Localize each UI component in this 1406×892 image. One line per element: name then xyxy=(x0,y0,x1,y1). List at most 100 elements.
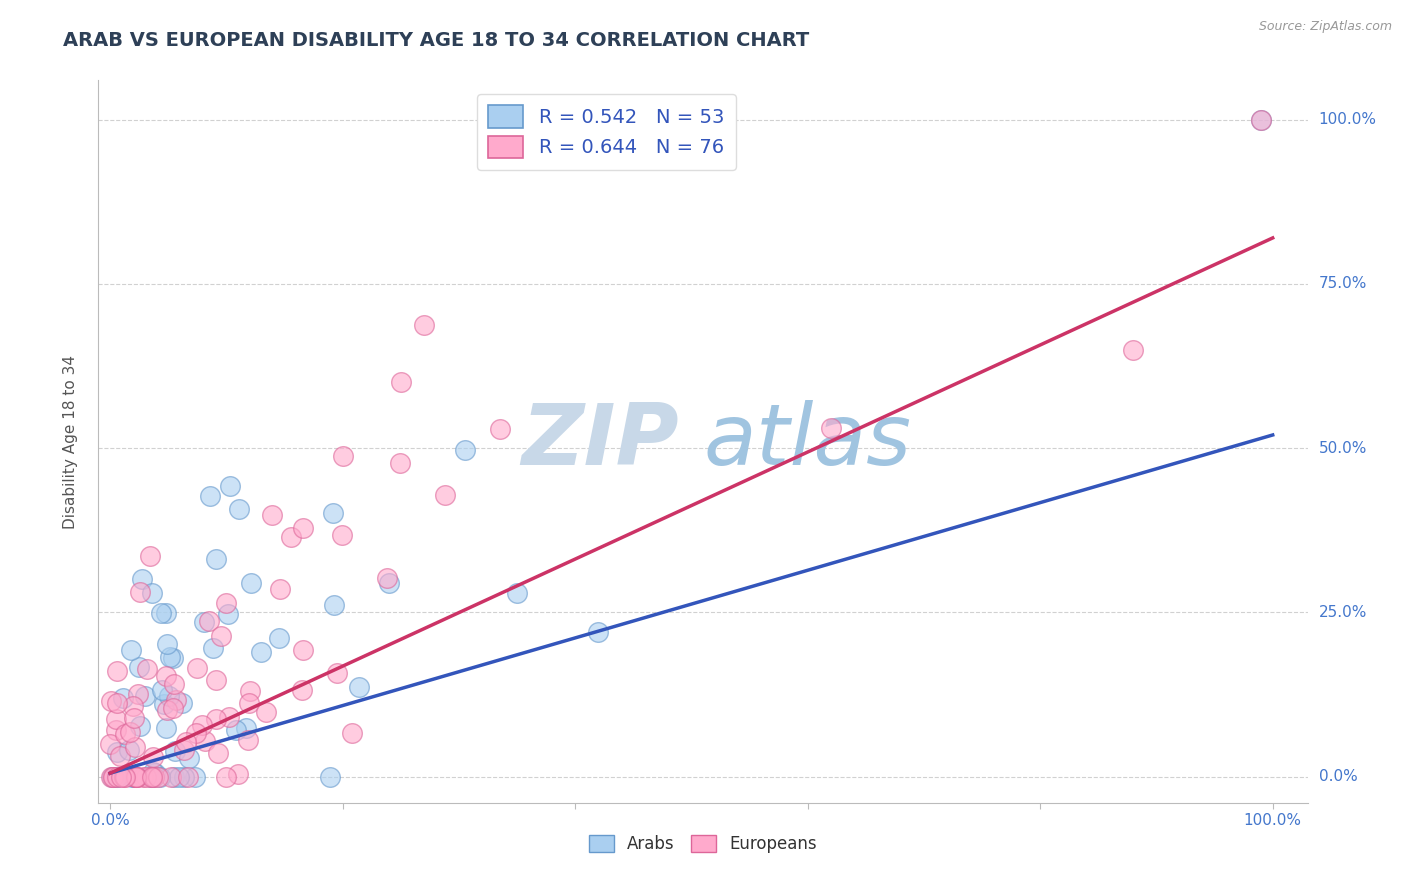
Point xyxy=(152,698,174,712)
Text: ZIP: ZIP xyxy=(522,400,679,483)
Point xyxy=(239,683,262,698)
Point xyxy=(122,711,145,725)
Point xyxy=(250,644,273,658)
Point xyxy=(165,693,187,707)
Point xyxy=(117,742,139,756)
Point xyxy=(160,770,183,784)
Point xyxy=(141,586,163,600)
Point xyxy=(150,606,173,620)
Point xyxy=(292,521,315,535)
Point xyxy=(820,421,842,435)
Point xyxy=(198,489,221,503)
Text: atlas: atlas xyxy=(703,400,911,483)
Point xyxy=(157,689,180,703)
Point xyxy=(125,770,148,784)
Point xyxy=(177,770,200,784)
Point xyxy=(388,456,411,470)
Point xyxy=(143,765,166,780)
Point xyxy=(489,422,512,436)
Point xyxy=(132,770,155,784)
Point xyxy=(236,733,259,747)
Point xyxy=(103,770,125,784)
Point xyxy=(170,696,193,710)
Text: ARAB VS EUROPEAN DISABILITY AGE 18 TO 34 CORRELATION CHART: ARAB VS EUROPEAN DISABILITY AGE 18 TO 34… xyxy=(63,31,810,50)
Point xyxy=(291,642,314,657)
Point xyxy=(269,582,291,597)
Point xyxy=(433,488,456,502)
Y-axis label: Disability Age 18 to 34: Disability Age 18 to 34 xyxy=(63,354,77,529)
Point xyxy=(204,552,226,566)
Point xyxy=(131,572,153,586)
Point xyxy=(155,669,177,683)
Point xyxy=(121,770,143,784)
Point xyxy=(155,606,177,620)
Point xyxy=(1250,112,1272,127)
Point xyxy=(107,770,129,784)
Point xyxy=(105,696,128,710)
Point xyxy=(215,770,238,784)
Point xyxy=(98,737,121,751)
Point xyxy=(142,764,165,779)
Point xyxy=(1122,343,1144,357)
Point xyxy=(156,703,179,717)
Point xyxy=(209,629,232,643)
Point xyxy=(162,650,184,665)
Point xyxy=(215,596,238,610)
Point xyxy=(378,576,401,591)
Text: 25.0%: 25.0% xyxy=(1319,605,1367,620)
Point xyxy=(135,662,157,676)
Point xyxy=(186,726,208,740)
Point xyxy=(167,770,190,784)
Point xyxy=(142,770,165,784)
Point xyxy=(163,743,186,757)
Point xyxy=(332,449,354,463)
Point xyxy=(184,770,207,784)
Text: Source: ZipAtlas.com: Source: ZipAtlas.com xyxy=(1258,20,1392,33)
Point xyxy=(173,743,195,757)
Point xyxy=(225,723,247,738)
Point xyxy=(120,643,142,657)
Point xyxy=(125,770,148,784)
Point xyxy=(141,770,163,784)
Point xyxy=(412,318,434,332)
Point xyxy=(238,696,260,710)
Point xyxy=(159,650,181,665)
Point xyxy=(108,748,131,763)
Point xyxy=(454,443,477,458)
Text: 75.0%: 75.0% xyxy=(1319,277,1367,292)
Point xyxy=(163,770,186,784)
Point xyxy=(127,687,149,701)
Point xyxy=(217,607,239,621)
Point xyxy=(162,701,184,715)
Point xyxy=(205,673,228,687)
Point xyxy=(375,571,398,585)
Point xyxy=(122,699,145,714)
Point xyxy=(326,666,349,681)
Point xyxy=(235,721,257,735)
Point xyxy=(163,677,186,691)
Point xyxy=(139,770,162,784)
Point xyxy=(260,508,283,522)
Point xyxy=(127,770,149,784)
Point xyxy=(114,770,136,784)
Point xyxy=(239,575,262,590)
Point xyxy=(101,770,124,784)
Point xyxy=(128,659,150,673)
Point xyxy=(228,501,250,516)
Point xyxy=(135,770,157,784)
Point xyxy=(105,770,128,784)
Point xyxy=(105,712,128,726)
Point xyxy=(218,710,240,724)
Point xyxy=(124,770,146,784)
Point xyxy=(322,598,344,612)
Point xyxy=(100,770,122,784)
Point xyxy=(179,751,201,765)
Point xyxy=(149,770,172,784)
Point xyxy=(148,770,170,784)
Point xyxy=(112,691,135,706)
Point xyxy=(124,739,146,754)
Point xyxy=(101,770,124,784)
Point xyxy=(174,734,197,748)
Point xyxy=(191,718,214,732)
Point xyxy=(193,615,215,630)
